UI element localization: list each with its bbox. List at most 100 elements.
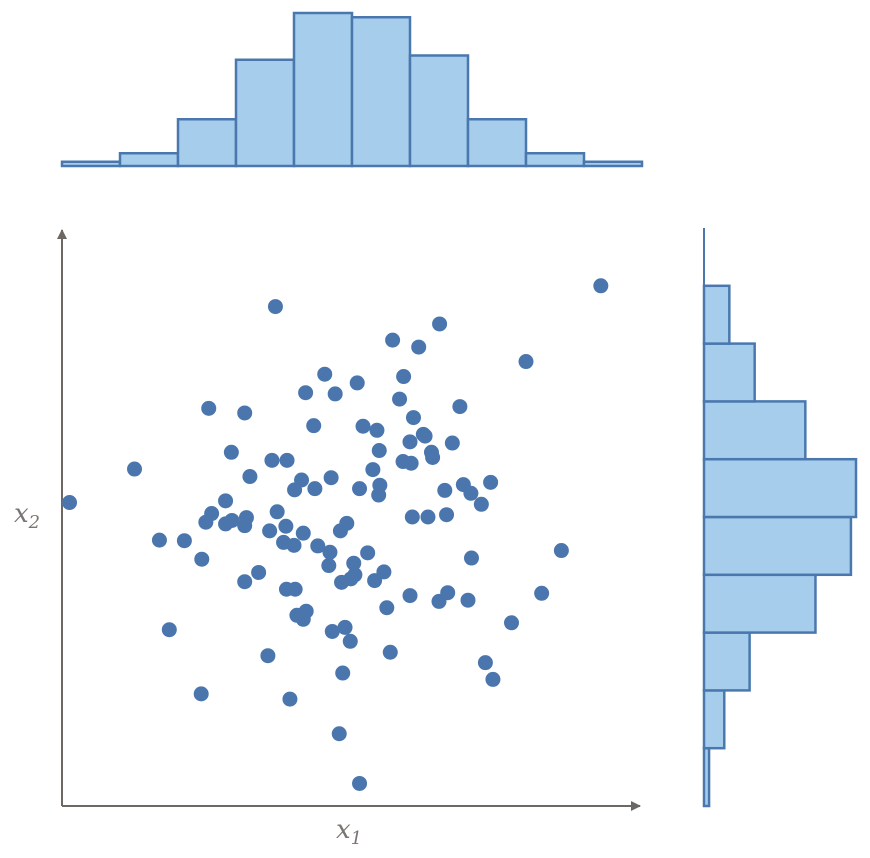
scatter-point [432, 316, 448, 332]
scatter-point [310, 538, 326, 554]
scatter-point [463, 485, 479, 501]
scatter-point [62, 495, 78, 511]
scatter-point [289, 607, 305, 623]
scatter-point [379, 600, 395, 616]
x-histogram-bar [234, 58, 296, 168]
scatter-point [264, 452, 280, 468]
scatter-point [342, 633, 358, 649]
x-histogram-bar [60, 160, 122, 168]
x-histogram-bar [118, 152, 180, 168]
scatter-point [176, 533, 192, 549]
scatter-point [369, 422, 385, 438]
scatter-point [286, 537, 302, 553]
y-histogram-bar [702, 689, 726, 750]
scatter-point [392, 391, 408, 407]
scatter-point [420, 509, 436, 525]
scatter-points [62, 278, 609, 791]
scatter-point [371, 487, 387, 503]
x-axis-label: x1 [336, 815, 362, 849]
x-histogram-bar [408, 54, 470, 168]
scatter-point [237, 405, 253, 421]
scatter-point [317, 366, 333, 382]
y-histogram-bar [702, 573, 817, 634]
scatter-point [287, 581, 303, 597]
x-histogram-bar [524, 152, 586, 168]
scatter-point [237, 574, 253, 590]
scatter-point [437, 482, 453, 498]
x-histogram-bar [176, 118, 238, 168]
scatter-point [371, 443, 387, 459]
scatter-point [298, 385, 314, 401]
scatter-point [431, 593, 447, 609]
scatter-point [223, 444, 239, 460]
scatter-point [534, 585, 550, 601]
scatter-point [218, 516, 234, 532]
scatter-point [417, 428, 433, 444]
scatter-point [483, 474, 499, 490]
scatter-point [218, 493, 234, 509]
scatter-point [382, 644, 398, 660]
scatter-point [463, 550, 479, 566]
scatter-point [335, 665, 351, 681]
scatter-point [334, 574, 350, 590]
y-axis-label: x2 [14, 499, 40, 533]
scatter-point [405, 410, 421, 426]
scatter-point [127, 461, 142, 477]
x-histogram-bar [292, 11, 354, 168]
scatter-point [504, 615, 519, 631]
scatter-point [403, 455, 419, 471]
scatter-point [337, 619, 353, 635]
scatter-point [151, 532, 167, 548]
scatter-point [324, 623, 340, 639]
scatter-point [278, 518, 294, 534]
scatter-point [198, 514, 214, 530]
scatter-point [460, 592, 476, 608]
scatter-point [201, 400, 217, 416]
scatter-point [439, 507, 455, 523]
scatter-point [279, 452, 295, 468]
scatter-point [282, 691, 298, 707]
scatter-point [402, 588, 418, 604]
scatter-point [352, 775, 368, 791]
scatter-point [485, 671, 501, 687]
x-histogram-bar [350, 16, 412, 168]
scatter-point [473, 496, 489, 512]
scatter-point [477, 655, 493, 671]
scatter-point [331, 726, 347, 742]
y-histogram-bar [702, 457, 858, 519]
scatter-point [593, 278, 609, 294]
scatter-point [332, 523, 348, 539]
scatter-point [355, 418, 371, 434]
scatter-point [321, 558, 337, 574]
scatter-point [287, 482, 303, 498]
scatter-point [518, 354, 534, 370]
scatter-point [360, 545, 376, 561]
scatter-point [444, 435, 460, 451]
y-histogram-bar [702, 342, 756, 403]
scatter-point [425, 449, 441, 465]
scatter-point [323, 470, 339, 486]
top-histogram [60, 11, 644, 168]
scatter-point [161, 622, 177, 638]
scatter-point [404, 509, 420, 525]
right-histogram [702, 284, 858, 808]
scatter-point [193, 686, 209, 702]
scatter-point [307, 481, 323, 497]
scatter-point [349, 375, 365, 391]
scatter-point [347, 567, 363, 583]
scatter-point [194, 551, 210, 567]
scatter-point [251, 564, 267, 580]
scatter-plot [57, 229, 641, 811]
scatter-point [237, 518, 253, 534]
y-histogram-bar [702, 400, 807, 461]
scatter-point [402, 434, 418, 450]
scatter-point [269, 504, 285, 520]
scatter-point [260, 648, 276, 664]
scatter-point [396, 369, 412, 385]
scatter-point [306, 418, 322, 434]
y-histogram-bar [702, 515, 853, 577]
y-histogram-bar [702, 284, 731, 345]
scatter-point [295, 525, 311, 541]
scatter-point [553, 543, 569, 559]
